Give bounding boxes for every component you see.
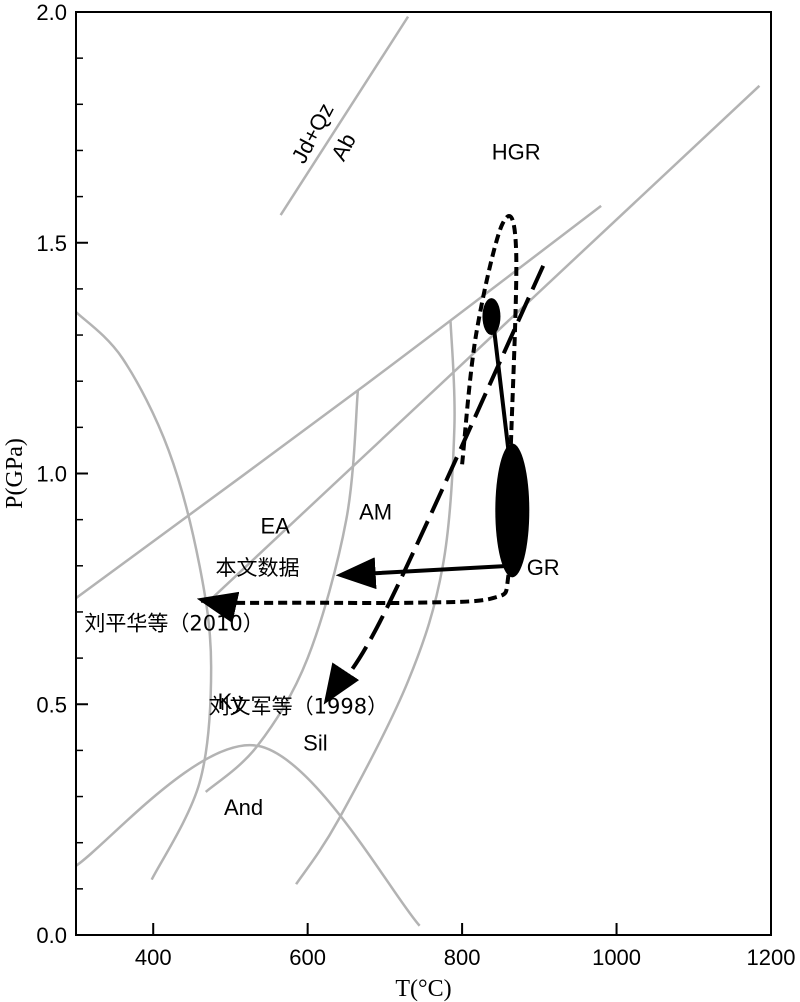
reaction-line-4 (295, 321, 456, 885)
field-label: And (224, 795, 263, 820)
y-tick-label: 1.0 (36, 462, 67, 487)
series-label: 本文数据 (215, 556, 299, 580)
field-label: Ky (218, 689, 244, 714)
pt-estimate-ellipse-2 (495, 443, 530, 578)
reaction-line-5 (206, 84, 761, 604)
reaction-line-7 (75, 311, 213, 881)
plot-frame (75, 11, 772, 936)
pt-paths (196, 214, 546, 705)
reaction-lines (75, 15, 761, 927)
x-tick-label: 1000 (592, 945, 641, 970)
series-label: 刘平华等（2010） (84, 611, 263, 635)
field-label: Jd+Qz (287, 99, 339, 167)
x-tick-label: 800 (444, 945, 481, 970)
x-tick-label: 400 (135, 945, 172, 970)
reaction-line-1 (279, 15, 410, 216)
field-label: AM (359, 500, 392, 525)
y-tick-label: 2.0 (36, 0, 67, 25)
reaction-line-3 (204, 390, 360, 793)
pt-estimate-ellipse-1 (482, 298, 501, 336)
field-label: HGR (492, 140, 541, 165)
series-label: 刘文军等（1998） (209, 694, 388, 718)
pt-path-3 (323, 264, 546, 705)
pt-path-2 (196, 214, 519, 624)
y-tick-label: 0.5 (36, 692, 67, 717)
y-axis-title: P(GPa) (2, 438, 28, 509)
pt-path-1 (335, 307, 512, 590)
field-label: Sil (303, 730, 327, 755)
y-tick-label: 1.5 (36, 231, 67, 256)
field-label: EA (261, 513, 291, 538)
field-label: GR (527, 555, 560, 580)
x-tick-label: 1200 (747, 945, 796, 970)
y-tick-label: 0.0 (36, 923, 67, 948)
reaction-line-6 (75, 744, 421, 927)
x-axis-title: T(°C) (395, 976, 451, 1002)
axes: 400 600 800 1000 1200 0.0 0.5 1.0 1.5 2.0 (36, 0, 795, 970)
x-tick-label: 600 (289, 945, 326, 970)
